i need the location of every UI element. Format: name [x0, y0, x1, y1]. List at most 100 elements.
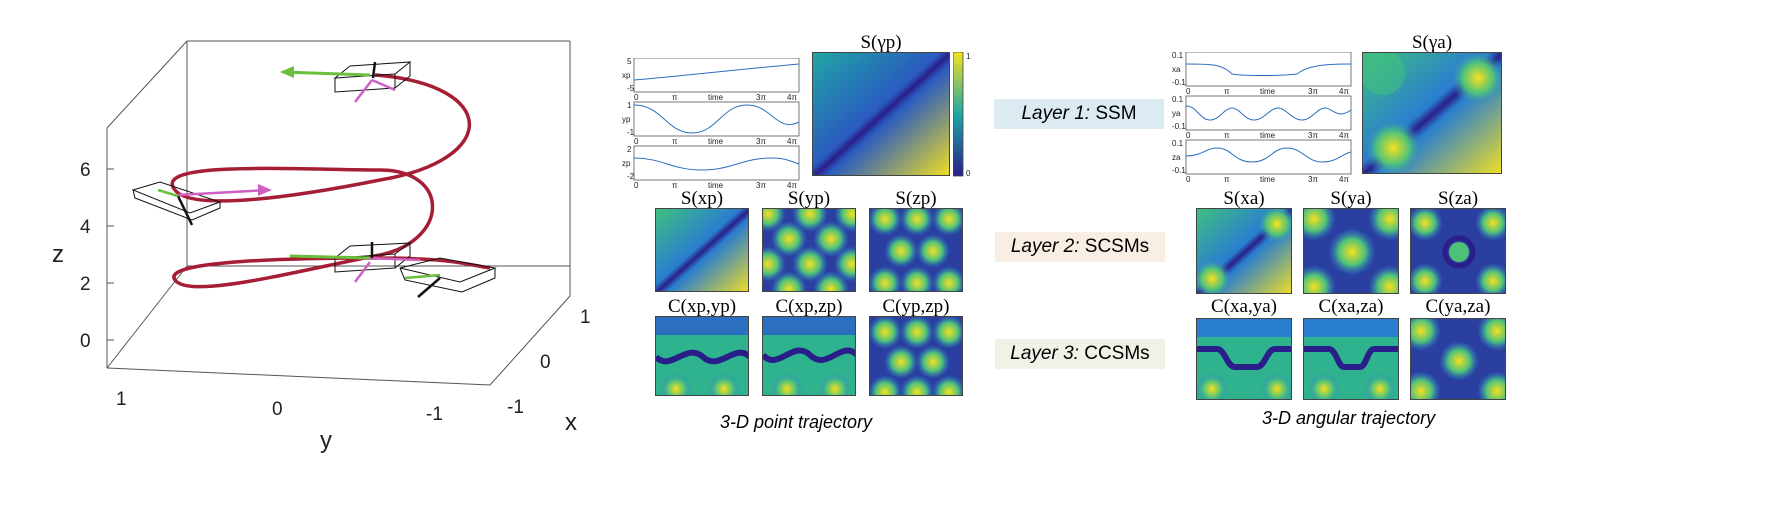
title-C-ya-za: C(ya,za) — [1425, 296, 1491, 317]
plot-box-frame — [106, 40, 571, 386]
colorbar-min: 0 — [966, 169, 971, 178]
map-S-zp — [869, 208, 963, 292]
x-tick-0: 0 — [540, 352, 551, 373]
y-tick-neg1: -1 — [426, 404, 443, 425]
map-S-ya — [1303, 208, 1399, 294]
svg-text:π: π — [672, 93, 678, 102]
z-tick-2: 2 — [80, 274, 91, 295]
x-axis-label: x — [565, 409, 577, 436]
point-ssm-title: S(γp) — [860, 32, 902, 53]
mini-plot-ya: ya 0.1 -0.1 0 π time 3π 4π — [1172, 95, 1352, 140]
y-axis-label: y — [320, 427, 332, 454]
svg-text:0.1: 0.1 — [1172, 139, 1184, 148]
frame-box-right — [399, 257, 497, 293]
z-axis-label: z — [52, 241, 64, 268]
green-arrow-low — [289, 254, 371, 260]
svg-text:time: time — [1260, 131, 1276, 140]
map-C-yp-zp — [869, 316, 963, 396]
mini-plot-za: za 0.1 -0.1 0 π time 3π 4π — [1172, 139, 1352, 182]
title-C-xp-zp: C(xp,zp) — [775, 296, 843, 317]
map-C-xp-yp — [655, 316, 749, 396]
svg-text:0: 0 — [1186, 87, 1191, 96]
svg-text:ya: ya — [1172, 109, 1181, 118]
helix-3d-plot: 0 2 4 6 z 1 0 -1 y 1 0 -1 x — [52, 40, 591, 454]
z-tick-4: 4 — [80, 217, 91, 238]
layer-1-label: Layer 1: SSM — [994, 99, 1164, 129]
svg-text:yp: yp — [622, 115, 631, 124]
svg-text:3π: 3π — [1308, 131, 1318, 140]
point-mini-plots: xp 5 -5 0 π time 3π 4π yp 1 -1 0 π time … — [622, 58, 800, 188]
svg-text:π: π — [1224, 87, 1230, 96]
svg-text:0: 0 — [634, 137, 639, 146]
svg-text:3π: 3π — [1308, 175, 1318, 182]
svg-text:time: time — [1260, 87, 1276, 96]
mini-plot-yp: yp 1 -1 0 π time 3π 4π — [622, 101, 800, 146]
x-tick-1: 1 — [580, 307, 591, 328]
svg-text:4π: 4π — [787, 181, 797, 188]
colorbar: 1 0 — [953, 52, 971, 178]
y-tick-1: 1 — [116, 389, 127, 410]
pink-arrow-mid — [177, 188, 269, 197]
angular-caption: 3-D angular trajectory — [1262, 408, 1436, 428]
mini-plot-xa: xa 0.1 -0.1 0 π time 3π 4π — [1172, 52, 1352, 96]
black-arrow-right — [417, 277, 441, 298]
svg-text:0: 0 — [1186, 175, 1191, 182]
svg-text:4π: 4π — [787, 137, 797, 146]
svg-text:0: 0 — [634, 93, 639, 102]
point-caption: 3-D point trajectory — [720, 412, 873, 432]
angular-ssm-title: S(γa) — [1411, 32, 1453, 53]
green-arrow-top — [281, 70, 371, 77]
map-S-xa — [1196, 208, 1292, 294]
svg-text:time: time — [708, 181, 724, 188]
title-S-ya: S(ya) — [1330, 188, 1372, 209]
colorbar-max: 1 — [966, 52, 971, 61]
layer-2-label: Layer 2: SCSMs — [995, 232, 1165, 262]
frame-box-mid — [131, 181, 222, 221]
svg-text:time: time — [1260, 175, 1276, 182]
pink-arrow-top — [371, 78, 396, 92]
svg-text:2: 2 — [627, 145, 632, 154]
x-tick-neg1: -1 — [507, 397, 524, 418]
svg-text:xp: xp — [622, 71, 631, 80]
title-S-zp: S(zp) — [895, 188, 937, 209]
svg-text:za: za — [1172, 153, 1181, 162]
z-tick-0: 0 — [80, 331, 91, 352]
title-C-xa-za: C(xa,za) — [1318, 296, 1384, 317]
svg-text:π: π — [1224, 175, 1230, 182]
title-C-xp-yp: C(xp,yp) — [667, 296, 737, 317]
map-C-xa-ya — [1196, 318, 1292, 400]
svg-text:3π: 3π — [756, 93, 766, 102]
y-tick-0: 0 — [272, 399, 283, 420]
black-arrow-mid — [176, 195, 194, 226]
title-S-za: S(za) — [1437, 188, 1479, 209]
title-C-yp-zp: C(yp,zp) — [882, 296, 950, 317]
svg-text:0: 0 — [634, 181, 639, 188]
black-arrow-top — [371, 61, 377, 79]
svg-text:3π: 3π — [1308, 87, 1318, 96]
svg-text:4π: 4π — [1339, 87, 1349, 96]
z-axis-ticks — [107, 168, 114, 341]
svg-text:-0.1: -0.1 — [1172, 166, 1186, 175]
svg-text:4π: 4π — [1339, 131, 1349, 140]
map-C-ya-za — [1410, 318, 1506, 400]
svg-text:time: time — [708, 137, 724, 146]
frame-box-low — [333, 242, 412, 273]
map-C-xp-zp — [762, 316, 856, 396]
map-C-xa-za — [1303, 318, 1399, 400]
svg-text:3π: 3π — [756, 137, 766, 146]
svg-text:-5: -5 — [627, 84, 635, 93]
svg-text:-0.1: -0.1 — [1172, 78, 1186, 87]
layer-3-label: Layer 3: CCSMs — [995, 339, 1165, 369]
svg-text:4π: 4π — [787, 93, 797, 102]
svg-text:4π: 4π — [1339, 175, 1349, 182]
svg-text:π: π — [1224, 131, 1230, 140]
angular-ssm-map — [1362, 52, 1502, 174]
svg-text:5: 5 — [627, 58, 632, 66]
mini-plot-zp: zp 2 -2 0 π time 3π 4π — [622, 145, 800, 188]
map-S-xp — [655, 208, 749, 292]
svg-text:0: 0 — [1186, 131, 1191, 140]
angular-mini-plots: xa 0.1 -0.1 0 π time 3π 4π ya 0.1 -0.1 0… — [1172, 52, 1352, 182]
svg-text:-2: -2 — [627, 172, 635, 181]
svg-text:0.1: 0.1 — [1172, 52, 1184, 60]
title-S-xp: S(xp) — [680, 188, 724, 209]
